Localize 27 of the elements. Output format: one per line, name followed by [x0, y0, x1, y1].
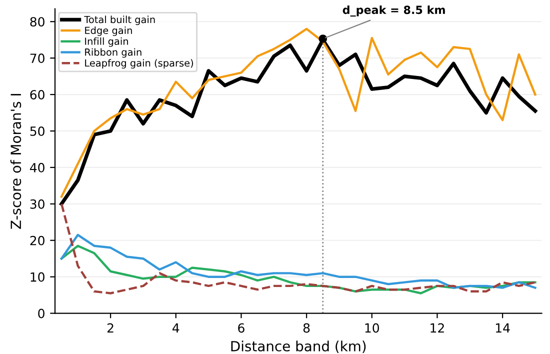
legend-label: Ribbon gain — [85, 48, 142, 58]
y-tick-label: 80 — [30, 17, 44, 27]
y-tick-label: 0 — [38, 308, 44, 318]
line-series — [60, 244, 536, 294]
legend-label: Leapfrog gain (sparse) — [85, 59, 194, 69]
x-tick-label: 14 — [496, 323, 510, 333]
y-tick-label: 10 — [30, 272, 44, 282]
y-tick-label: 40 — [30, 162, 44, 172]
x-tick-label: 6 — [238, 323, 244, 333]
annotation: d_peak = 8.5 km — [342, 5, 445, 17]
x-tick-label: 10 — [365, 323, 379, 333]
x-axis-title: Distance band (km) — [231, 340, 366, 354]
y-tick-label: 60 — [30, 90, 44, 100]
x-tick-label: 12 — [430, 323, 444, 333]
y-tick-label: 50 — [30, 126, 44, 136]
legend-label: Infill gain — [85, 37, 128, 47]
x-tick-label: 2 — [107, 323, 114, 333]
y-tick-label: 30 — [30, 199, 44, 209]
y-axis-title: Z-score of Moran's I — [10, 94, 22, 229]
line-series — [60, 202, 536, 294]
legend-label: Total built gain — [84, 16, 155, 26]
y-tick-label: 20 — [30, 236, 44, 246]
x-tick-label: 8 — [303, 323, 310, 333]
line-series — [60, 234, 536, 289]
y-tick-label: 70 — [30, 54, 44, 63]
legend-label: Edge gain — [85, 26, 132, 36]
x-tick-label: 4 — [172, 323, 180, 333]
